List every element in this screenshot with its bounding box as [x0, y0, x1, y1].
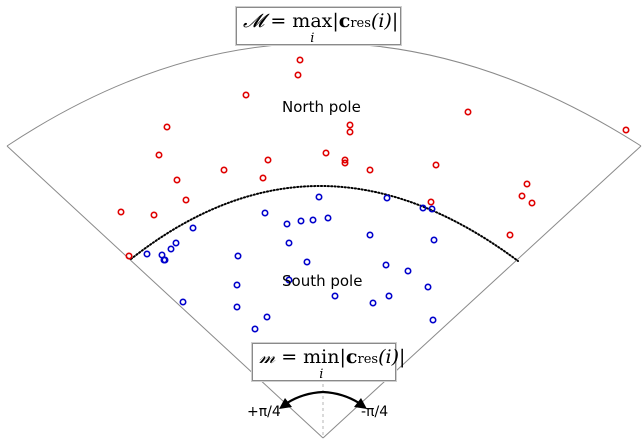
north-pole-point: [523, 180, 531, 188]
left-arrowhead: [279, 398, 292, 409]
max-formula-vector-sub: res: [350, 16, 371, 31]
north-pole-point: [264, 156, 272, 164]
max-formula-bar-right: |: [391, 10, 399, 32]
left-rotation-arrow: [286, 390, 324, 404]
north-pole-point: [220, 166, 228, 174]
south-pole-point: [303, 258, 311, 266]
south-pole-point: [234, 252, 242, 260]
south-pole-point: [297, 217, 305, 225]
min-formula-sub: i: [319, 367, 324, 382]
min-formula-arg: (i): [378, 346, 399, 368]
south-pole-point: [167, 245, 175, 253]
north-pole-point: [366, 166, 374, 174]
south-pole-point: [261, 209, 269, 217]
pole-boundary-path: [130, 185, 519, 262]
north-pole-point: [427, 198, 435, 206]
north-pole-point: [294, 71, 302, 79]
north-pole-points: [117, 56, 630, 260]
south-pole-point: [324, 214, 332, 222]
south-pole-point: [143, 250, 151, 258]
min-formula-vector-sub: res: [357, 352, 379, 367]
min-formula-op: min: [303, 346, 340, 368]
south-pole-point: [430, 236, 438, 244]
south-pole-point: [263, 313, 271, 321]
north-pole-point: [155, 151, 163, 159]
south-pole-point: [419, 204, 427, 212]
minus-pi-over-4-label: -π/4: [361, 404, 389, 420]
min-formula-lhs: 𝓂: [259, 346, 276, 368]
south-pole-point: [424, 283, 432, 291]
south-pole-point: [285, 239, 293, 247]
wedge-left-edge: [6, 145, 324, 439]
south-pole-point: [309, 216, 317, 224]
north-pole-point: [341, 156, 349, 164]
north-pole-point: [125, 252, 133, 260]
north-pole-point: [117, 208, 125, 216]
south-pole-point: [315, 193, 323, 201]
min-formula-vector: c: [345, 346, 358, 368]
north-pole-point: [341, 159, 349, 167]
north-pole-point: [150, 211, 158, 219]
south-pole-point: [251, 325, 259, 333]
north-pole-point: [242, 91, 250, 99]
south-pole-point: [383, 194, 391, 202]
south-pole-point: [172, 239, 180, 247]
north-pole-point: [518, 192, 526, 200]
south-pole-point: [179, 298, 187, 306]
south-pole-label: South pole: [282, 272, 363, 290]
south-pole-point: [331, 292, 339, 300]
south-pole-point: [369, 299, 377, 307]
south-pole-point: [404, 267, 412, 275]
min-formula-bar-left: |: [339, 346, 346, 368]
south-pole-point: [189, 224, 197, 232]
right-rotation-arrow: [322, 390, 360, 404]
max-formula-eq: =: [270, 10, 287, 32]
rotation-arrows: [279, 390, 367, 409]
north-pole-point: [259, 174, 267, 182]
max-formula-bar-left: |: [332, 10, 339, 32]
south-pole-point: [366, 231, 374, 239]
south-pole-point: [233, 281, 241, 289]
max-formula-arg: (i): [370, 10, 392, 32]
max-formula-sub: i: [310, 31, 315, 46]
north-pole-point: [173, 176, 181, 184]
min-formula-eq: =: [281, 346, 298, 368]
north-pole-point: [346, 121, 354, 129]
south-pole-point: [429, 316, 437, 324]
north-pole-point: [432, 161, 440, 169]
north-pole-label: North pole: [282, 98, 361, 116]
south-pole-point: [283, 220, 291, 228]
max-formula-op: max: [292, 10, 333, 32]
north-pole-point: [346, 128, 354, 136]
north-pole-point: [322, 149, 330, 157]
south-pole-point: [428, 205, 436, 213]
north-pole-point: [163, 123, 171, 131]
north-pole-point: [296, 56, 304, 64]
south-pole-point: [382, 261, 390, 269]
south-pole-point: [285, 276, 293, 284]
min-formula-bar-right: |: [398, 346, 406, 368]
south-pole-point: [385, 292, 393, 300]
min-formula-box: 𝓂 = min i |cres(i)|: [252, 343, 405, 382]
north-pole-point: [506, 231, 514, 239]
north-pole-point: [528, 199, 536, 207]
north-pole-point: [182, 196, 190, 204]
south-pole-point: [160, 256, 168, 264]
wedge-outer-arc: [6, 42, 642, 147]
right-arrowhead: [354, 398, 367, 409]
north-pole-point: [464, 108, 472, 116]
south-pole-point: [233, 303, 241, 311]
pole-boundary-curve: [130, 185, 519, 262]
max-formula-box: 𝓜 = max i |cres(i)|: [236, 7, 401, 45]
wedge-right-edge: [322, 145, 642, 439]
max-formula-vector: c: [338, 10, 351, 32]
max-formula-lhs: 𝓜: [243, 10, 265, 32]
south-pole-points: [143, 193, 438, 333]
north-pole-point: [622, 126, 630, 134]
plus-pi-over-4-label: +π/4: [247, 404, 281, 420]
